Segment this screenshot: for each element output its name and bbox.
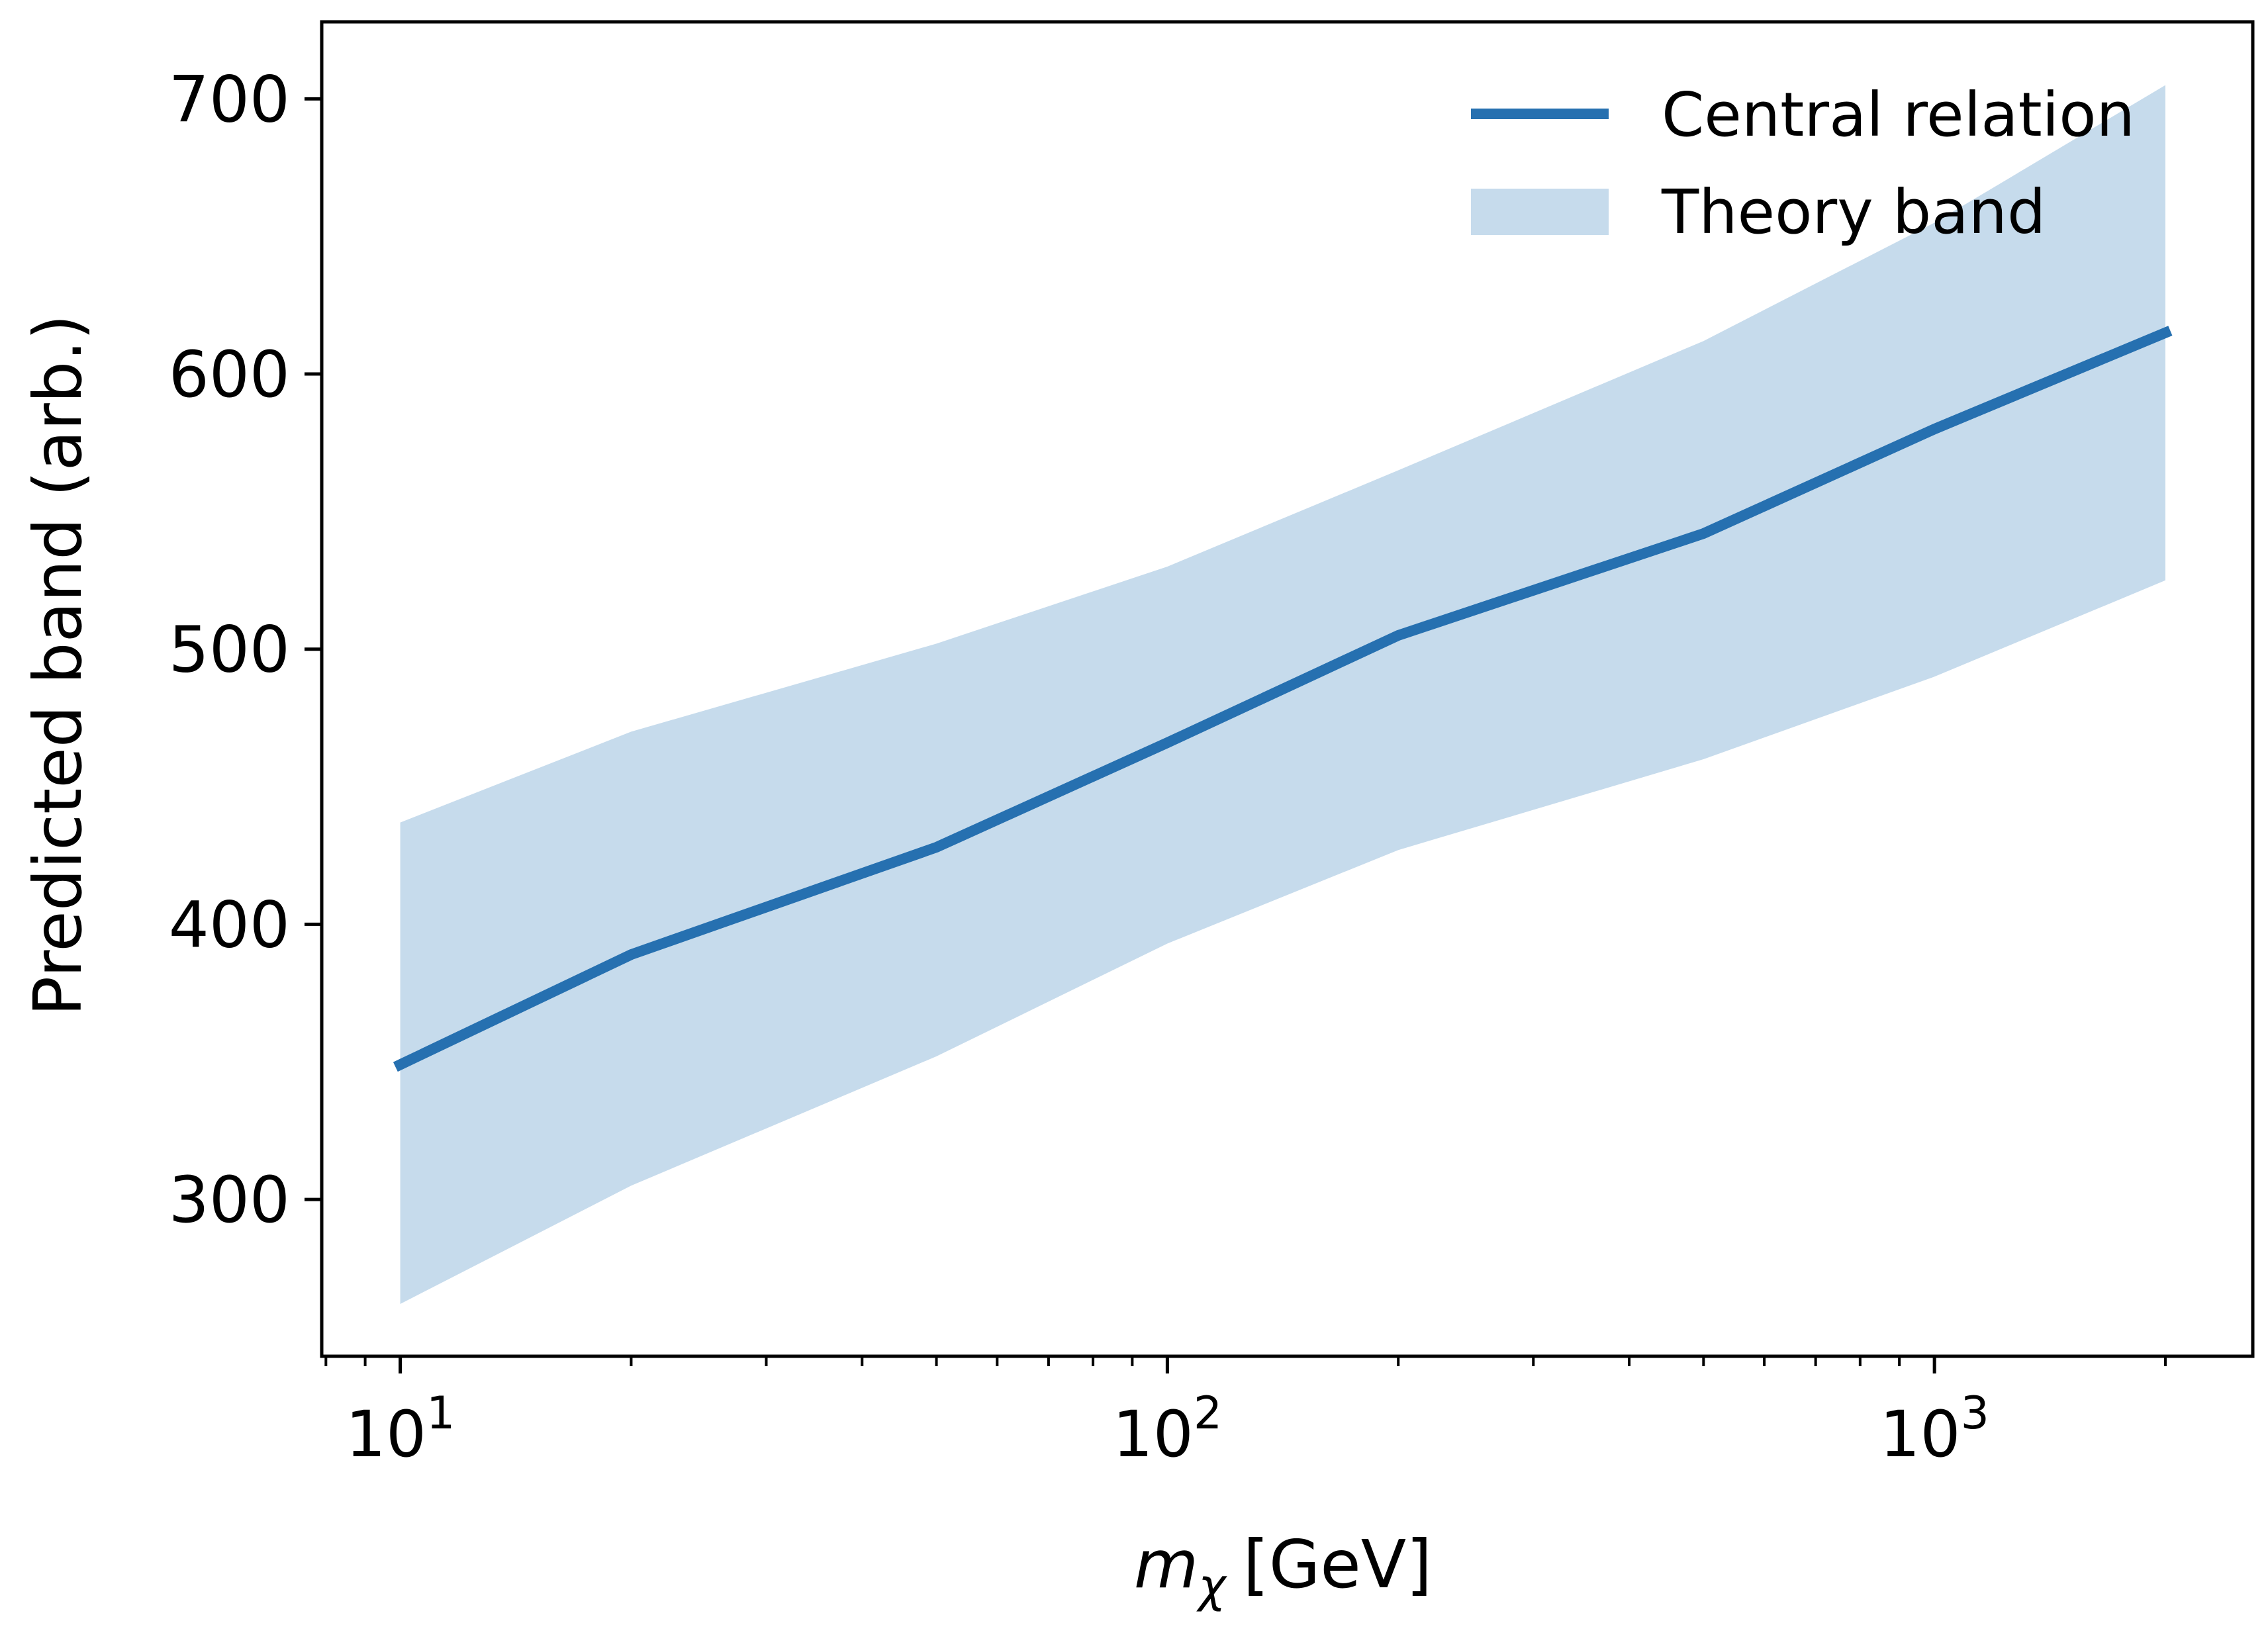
y-tick-label: 700 <box>169 62 290 136</box>
y-tick-label: 300 <box>169 1163 290 1237</box>
x-tick-label: 103 <box>1879 1387 1989 1471</box>
y-axis-label: Predicted band (arb.) <box>19 314 97 1016</box>
legend-central-relation-label: Central relation <box>1662 79 2135 150</box>
x-axis-label-unit: [GeV] <box>1243 1526 1432 1603</box>
x-axis-label-subscript: χ <box>1196 1559 1227 1613</box>
x-axis-label: mχ [GeV] <box>1134 1526 1432 1613</box>
x-tick-exponent: 2 <box>1194 1387 1222 1440</box>
x-tick-label: 102 <box>1113 1387 1222 1471</box>
y-axis-tick-labels: 300 400 500 600 700 <box>169 62 290 1237</box>
y-tick-label: 600 <box>169 338 290 412</box>
x-axis-tick-labels: 101 102 103 <box>346 1387 1989 1471</box>
x-axis-ticks <box>324 1356 2167 1373</box>
y-axis-ticks <box>305 97 322 1201</box>
plot-area <box>393 85 2173 1305</box>
x-tick-base: 10 <box>1113 1397 1194 1471</box>
legend-theory-band-swatch <box>1471 189 1609 235</box>
legend: Central relation Theory band <box>1471 79 2135 248</box>
x-tick-exponent: 1 <box>426 1387 455 1440</box>
y-tick-label: 400 <box>169 888 290 962</box>
x-tick-label: 101 <box>346 1387 455 1471</box>
axes-frame <box>320 20 2255 1358</box>
central-relation-line <box>393 326 2173 1072</box>
x-tick-base: 10 <box>346 1397 426 1471</box>
y-tick-label: 500 <box>169 613 290 687</box>
x-axis-label-symbol: m <box>1134 1526 1198 1603</box>
legend-theory-band-label: Theory band <box>1661 177 2046 248</box>
x-tick-exponent: 3 <box>1961 1387 1989 1440</box>
x-tick-base: 10 <box>1879 1397 1960 1471</box>
